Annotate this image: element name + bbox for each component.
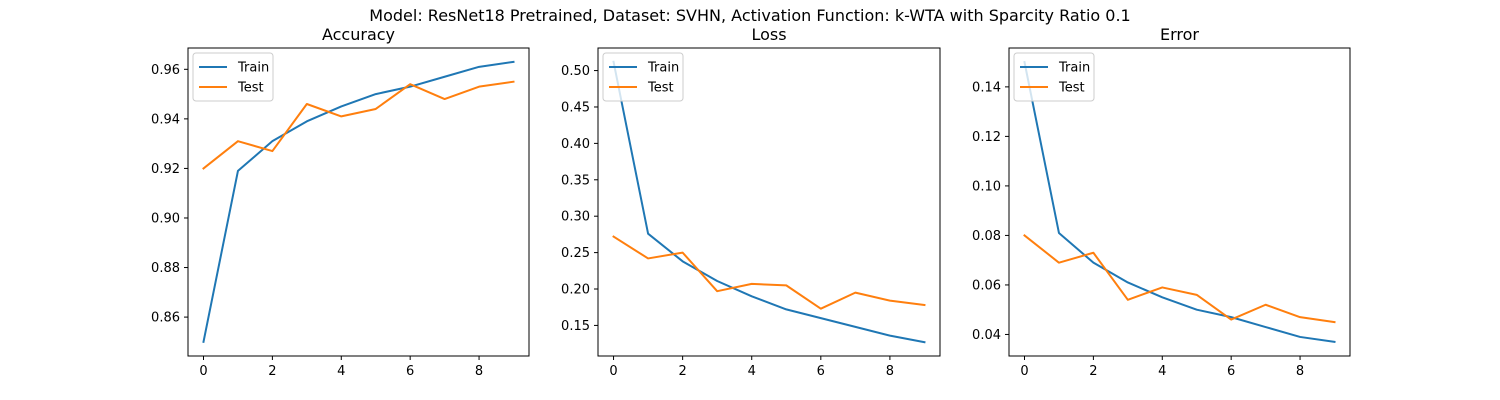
error-legend-label-train: Train <box>1058 61 1090 76</box>
loss-legend-label-train: Train <box>647 61 679 76</box>
error-y-tick-label: 0.12 <box>972 130 1001 145</box>
error-y-tick-label: 0.14 <box>972 80 1001 95</box>
accuracy-x-tick-label: 0 <box>199 364 207 379</box>
accuracy-y-tick-label: 0.94 <box>151 112 180 127</box>
error-y-tick-label: 0.06 <box>972 278 1001 293</box>
accuracy-y-tick-label: 0.86 <box>151 311 180 326</box>
error-title: Error <box>1160 25 1199 44</box>
figure-suptitle: Model: ResNet18 Pretrained, Dataset: SVH… <box>369 6 1130 25</box>
loss-x-tick-label: 4 <box>748 364 756 379</box>
error-legend-label-test: Test <box>1058 81 1085 96</box>
loss-series-train-line <box>612 60 926 344</box>
accuracy-y-tick-label: 0.90 <box>151 211 180 226</box>
error-legend-box <box>1013 52 1095 102</box>
loss-legend-box <box>602 52 684 102</box>
loss-axes-frame <box>597 47 941 357</box>
accuracy-series-test-line <box>202 80 515 170</box>
accuracy-y-tick-label: 0.92 <box>151 162 180 177</box>
loss-title: Loss <box>751 25 786 44</box>
accuracy-x-tick-label: 6 <box>406 364 414 379</box>
accuracy-series-train-line <box>202 60 515 344</box>
loss-x-tick-label: 0 <box>609 364 617 379</box>
loss-series-test-line <box>612 235 926 310</box>
loss-axes: Loss 0 2 4 6 8 0.15 0.20 0.25 0.30 0.35 0.40 0.45 0.5… <box>561 25 941 379</box>
error-series-train-line <box>1023 60 1336 344</box>
accuracy-legend-box <box>192 52 274 102</box>
accuracy-legend-label-train: Train <box>237 61 269 76</box>
accuracy-x-tick-label: 2 <box>268 364 276 379</box>
loss-y-tick-label: 0.35 <box>561 173 590 188</box>
loss-y-tick-label: 0.30 <box>561 210 590 225</box>
loss-x-tick-label: 6 <box>817 364 825 379</box>
error-x-tick-label: 8 <box>1296 364 1304 379</box>
error-y-tick-label: 0.08 <box>972 229 1001 244</box>
error-x-tick-label: 4 <box>1158 364 1166 379</box>
error-x-tick-label: 2 <box>1089 364 1097 379</box>
error-axes-frame <box>1008 47 1351 357</box>
loss-legend-label-test: Test <box>647 81 674 96</box>
accuracy-x-tick-label: 4 <box>337 364 345 379</box>
accuracy-legend-label-test: Test <box>237 81 264 96</box>
loss-legend: Train Test <box>602 52 684 102</box>
accuracy-legend: Train Test <box>192 52 274 102</box>
accuracy-axes-frame <box>187 47 530 357</box>
loss-y-tick-label: 0.45 <box>561 100 590 115</box>
accuracy-axes: Accuracy 0 2 4 6 8 0.86 0.88 0.90 0.92 0.94 0.96 Tra… <box>151 25 530 379</box>
error-y-tick-label: 0.04 <box>972 328 1001 343</box>
error-legend: Train Test <box>1013 52 1095 102</box>
loss-y-tick-label: 0.25 <box>561 246 590 261</box>
accuracy-y-tick-label: 0.88 <box>151 261 180 276</box>
loss-y-tick-label: 0.40 <box>561 137 590 152</box>
accuracy-title: Accuracy <box>322 25 395 44</box>
loss-x-tick-label: 8 <box>886 364 894 379</box>
error-y-tick-label: 0.10 <box>972 179 1001 194</box>
accuracy-y-tick-label: 0.96 <box>151 63 180 78</box>
loss-y-tick-label: 0.50 <box>561 64 590 79</box>
axes-container: Accuracy 0 2 4 6 8 0.86 0.88 0.90 0.92 0.94 0.96 Tra… <box>151 25 1351 379</box>
loss-y-tick-label: 0.15 <box>561 319 590 334</box>
loss-x-tick-label: 2 <box>678 364 686 379</box>
accuracy-x-tick-label: 8 <box>475 364 483 379</box>
error-x-tick-label: 6 <box>1227 364 1235 379</box>
loss-y-tick-label: 0.20 <box>561 283 590 298</box>
error-x-tick-label: 0 <box>1020 364 1028 379</box>
error-series-test-line <box>1023 234 1336 324</box>
